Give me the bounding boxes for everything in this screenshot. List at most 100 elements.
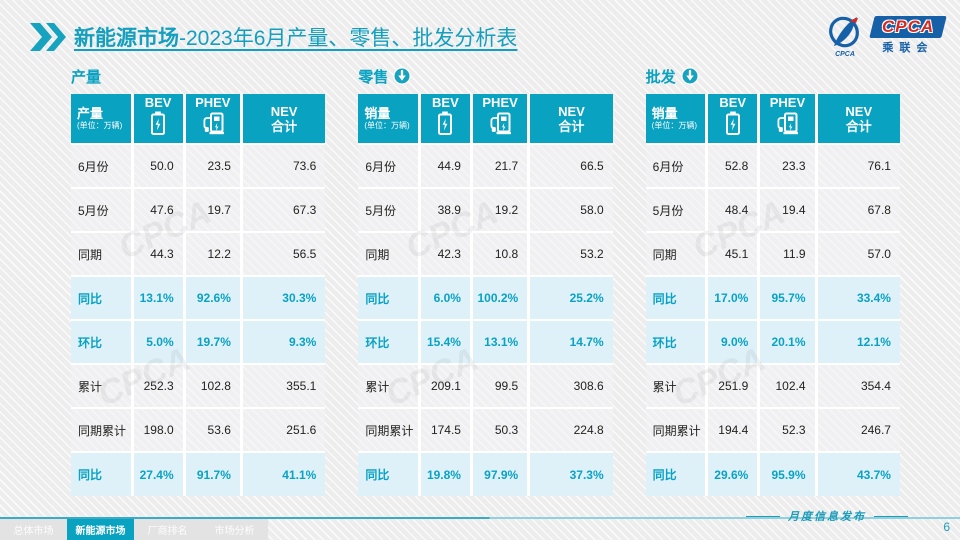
value-cell: 19.8%	[417, 451, 472, 496]
table-row: 同期累计 174.5 50.3 224.8	[358, 407, 613, 452]
table-row: 累计 252.3 102.8 355.1	[71, 363, 326, 408]
charging-station-icon	[203, 112, 224, 135]
table-header-row: 销量 (单位：万辆) BEV PHEV NEV 合计	[358, 94, 613, 144]
value-cell: 47.6	[130, 187, 185, 232]
value-cell: 58.0	[527, 187, 613, 232]
nev-label: NEV	[845, 103, 873, 119]
row-label-cell: 同期	[645, 231, 707, 276]
table-row: 5月份 38.9 19.2 58.0	[358, 187, 613, 232]
value-cell: 251.9	[705, 363, 759, 408]
footer-tab-厂商排名[interactable]: 厂商排名	[134, 519, 201, 540]
value-cell: 13.1%	[130, 275, 185, 320]
page-title-rest: -2023年6月产量、零售、批发分析表	[179, 27, 518, 50]
table-row: 同比 13.1% 92.6% 30.3%	[71, 275, 326, 320]
table-row: 同比 29.6% 95.9% 43.7%	[645, 451, 900, 496]
corner-label: 销量	[651, 105, 678, 121]
section-header: 产量	[71, 64, 325, 88]
table-row: 5月份 48.4 19.4 67.8	[645, 187, 900, 232]
row-label-cell: 环比	[645, 319, 707, 364]
corner-unit: (单位：万辆)	[364, 120, 410, 130]
table-row: 同比 6.0% 100.2% 25.2%	[358, 275, 613, 320]
value-cell: 52.8	[705, 143, 759, 188]
table-row: 累计 251.9 102.4 354.4	[645, 363, 900, 408]
footer-tab-新能源市场[interactable]: 新能源市场	[67, 519, 134, 540]
value-cell: 33.4%	[814, 275, 900, 320]
title-bar: 新能源市场-2023年6月产量、零售、批发分析表	[28, 22, 517, 52]
value-cell: 11.9	[757, 231, 817, 276]
corner-label: 销量	[364, 105, 391, 121]
value-cell: 42.3	[417, 231, 472, 276]
table-block: 批发 销量 (单位：万辆) BEV PHEV NEV 合计 6月份 52.8 23.3 76.1 5月…	[645, 64, 900, 496]
nev-total-label: 合计	[845, 118, 872, 134]
row-label-cell: 6月份	[358, 143, 420, 188]
row-label-cell: 同比	[71, 451, 133, 496]
value-cell: 12.1%	[814, 319, 900, 364]
footer-tab-市场分析[interactable]: 市场分析	[201, 519, 268, 540]
value-cell: 50.0	[130, 143, 185, 188]
section-label: 产量	[71, 68, 102, 86]
nev-total-header-cell: NEV 合计	[527, 94, 613, 144]
row-label-cell: 同期累计	[358, 407, 420, 452]
table-row: 同比 17.0% 95.7% 33.4%	[645, 275, 900, 320]
footer-tab-总体市场[interactable]: 总体市场	[0, 519, 67, 540]
table-row: 同期 42.3 10.8 53.2	[358, 231, 613, 276]
corner-header-cell: 销量 (单位：万辆)	[645, 94, 707, 144]
value-cell: 10.8	[469, 231, 529, 276]
value-cell: 44.3	[130, 231, 185, 276]
value-cell: 73.6	[239, 143, 326, 188]
value-cell: 308.6	[527, 363, 613, 408]
value-cell: 76.1	[814, 143, 900, 188]
value-cell: 224.8	[527, 407, 613, 452]
phev-label: PHEV	[769, 95, 806, 110]
nev-total-header-cell: NEV 合计	[814, 94, 900, 144]
section-header: 批发	[646, 64, 900, 88]
battery-icon	[151, 111, 166, 135]
table-row: 累计 209.1 99.5 308.6	[358, 363, 613, 408]
bev-label: BEV	[719, 95, 747, 110]
table-row: 6月份 52.8 23.3 76.1	[645, 143, 900, 188]
value-cell: 246.7	[814, 407, 900, 452]
bev-header-cell: BEV	[417, 94, 472, 144]
value-cell: 21.7	[469, 143, 529, 188]
table-row: 同比 27.4% 91.7% 41.1%	[71, 451, 326, 496]
value-cell: 17.0%	[705, 275, 759, 320]
svg-text:CPCA: CPCA	[835, 51, 855, 58]
value-cell: 198.0	[130, 407, 185, 452]
bev-label: BEV	[144, 95, 172, 110]
caption-text: 月度信息发布	[788, 511, 866, 523]
table-row: 5月份 47.6 19.7 67.3	[71, 187, 326, 232]
value-cell: 19.7	[182, 187, 242, 232]
phev-label: PHEV	[195, 95, 231, 110]
logo-cn-name: 乘联会	[882, 41, 934, 54]
value-cell: 57.0	[814, 231, 900, 276]
row-label-cell: 环比	[71, 319, 133, 364]
phev-header-cell: PHEV	[469, 94, 529, 144]
value-cell: 38.9	[417, 187, 472, 232]
battery-icon	[725, 111, 740, 135]
nev-total-header-cell: NEV 合计	[239, 94, 326, 144]
page-title-bold: 新能源市场	[74, 27, 179, 50]
table-row: 同期累计 198.0 53.6 251.6	[71, 407, 326, 452]
value-cell: 95.9%	[757, 451, 817, 496]
value-cell: 355.1	[239, 363, 326, 408]
row-label-cell: 6月份	[645, 143, 707, 188]
table-row: 6月份 44.9 21.7 66.5	[358, 143, 613, 188]
circle-down-arrow-icon	[393, 67, 412, 85]
value-cell: 9.3%	[239, 319, 326, 364]
logo-plate: CPCA	[869, 15, 947, 38]
row-label-cell: 环比	[358, 319, 420, 364]
value-cell: 19.4	[757, 187, 817, 232]
data-table: 销量 (单位：万辆) BEV PHEV NEV 合计 6月份 52.8 23.3 76.1 5月份 4…	[645, 94, 900, 496]
nev-label: NEV	[270, 103, 298, 119]
value-cell: 25.2%	[527, 275, 613, 320]
value-cell: 67.3	[239, 187, 326, 232]
value-cell: 20.1%	[757, 319, 817, 364]
table-row: 同期 44.3 12.2 56.5	[71, 231, 326, 276]
table-row: 同期累计 194.4 52.3 246.7	[645, 407, 900, 452]
value-cell: 29.6%	[705, 451, 759, 496]
table-row: 环比 9.0% 20.1% 12.1%	[645, 319, 900, 364]
bev-header-cell: BEV	[130, 94, 185, 144]
bev-label: BEV	[432, 95, 459, 110]
cpca-emblem-icon: CPCA	[828, 16, 859, 58]
